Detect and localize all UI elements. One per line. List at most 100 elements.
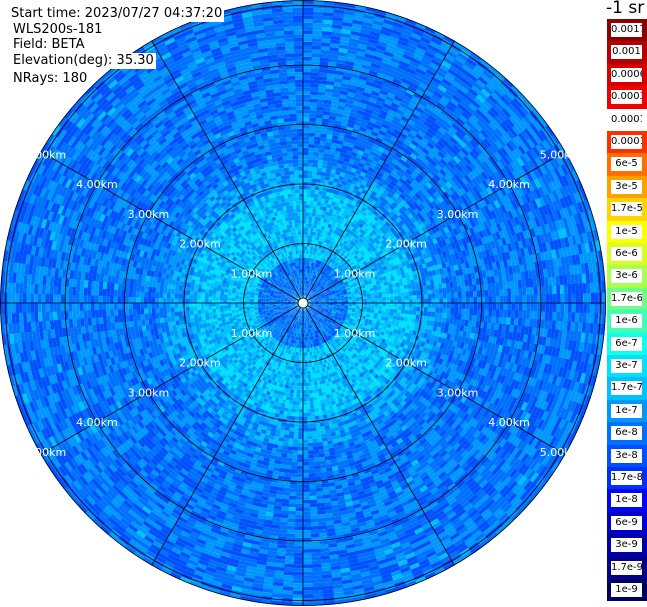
beta-cell xyxy=(309,400,314,405)
beta-cell xyxy=(323,283,327,287)
beta-cell xyxy=(305,313,308,318)
beta-cell xyxy=(297,276,300,281)
beta-cell xyxy=(308,294,312,298)
beta-cell xyxy=(298,292,301,296)
beta-cell xyxy=(301,314,303,319)
beta-cell xyxy=(306,309,308,314)
beta-cell xyxy=(291,293,295,296)
beta-cell xyxy=(294,312,297,316)
beta-cell xyxy=(304,284,306,288)
beta-cell xyxy=(287,272,290,277)
beta-cell xyxy=(317,282,321,287)
beta-cell xyxy=(310,281,313,286)
beta-cell xyxy=(307,284,309,289)
beta-cell xyxy=(316,320,320,325)
beta-cell xyxy=(307,289,310,293)
beta-cell xyxy=(303,287,305,292)
beta-cell xyxy=(292,270,295,275)
beta-cell xyxy=(289,288,293,293)
beta-cell xyxy=(329,303,334,306)
beta-cell xyxy=(309,307,313,310)
beta-cell xyxy=(279,282,284,286)
beta-cell xyxy=(275,288,280,292)
beta-cell xyxy=(281,316,286,320)
beta-cell xyxy=(270,313,275,316)
beta-cell xyxy=(310,301,315,303)
beta-cell xyxy=(276,299,281,301)
beta-cell xyxy=(317,329,320,334)
beta-cell xyxy=(324,285,329,289)
beta-cell xyxy=(277,307,281,310)
beta-cell xyxy=(337,300,341,302)
beta-cell xyxy=(287,317,291,321)
beta-cell xyxy=(298,280,300,285)
beta-cell xyxy=(298,238,302,243)
beta-cell xyxy=(291,301,296,303)
beta-cell xyxy=(316,294,321,297)
beta-cell xyxy=(293,269,296,274)
beta-cell xyxy=(325,307,329,310)
beta-cell xyxy=(292,310,296,314)
beta-cell xyxy=(295,316,298,321)
beta-cell xyxy=(321,296,326,299)
beta-cell xyxy=(242,304,247,308)
beta-cell xyxy=(295,294,299,298)
beta-cell xyxy=(288,305,293,308)
beta-cell xyxy=(293,281,296,286)
beta-cell xyxy=(294,285,297,290)
beta-cell xyxy=(287,301,292,303)
beta-cell xyxy=(307,273,310,278)
beta-cell xyxy=(303,333,306,338)
beta-cell xyxy=(299,397,303,402)
beta-cell xyxy=(329,287,334,290)
beta-cell xyxy=(316,286,320,290)
beta-cell xyxy=(310,300,315,302)
beta-cell xyxy=(315,321,319,325)
beta-cell xyxy=(287,311,292,315)
beta-cell xyxy=(318,290,323,293)
beta-cell xyxy=(300,276,302,281)
beta-cell xyxy=(327,312,332,315)
beta-cell xyxy=(286,281,290,286)
beta-cell xyxy=(305,288,308,293)
beta-cell xyxy=(295,285,298,289)
beta-cell xyxy=(289,271,292,276)
beta-cell xyxy=(270,311,275,314)
beta-cell xyxy=(287,291,291,295)
beta-cell xyxy=(314,300,319,302)
beta-cell xyxy=(297,317,299,322)
beta-cell xyxy=(290,314,294,318)
beta-cell xyxy=(286,324,289,329)
beta-cell xyxy=(303,310,305,315)
beta-cell xyxy=(277,294,282,297)
beta-cell xyxy=(274,319,279,323)
beta-cell xyxy=(284,300,288,302)
beta-cell xyxy=(293,282,296,286)
beta-cell xyxy=(293,291,296,295)
beta-cell xyxy=(307,281,310,285)
beta-cell xyxy=(327,312,332,316)
beta-cell xyxy=(297,227,301,232)
beta-cell xyxy=(331,311,336,314)
beta-cell xyxy=(312,309,316,312)
beta-cell xyxy=(301,310,302,315)
beta-cell xyxy=(305,292,308,297)
beta-cell xyxy=(286,287,290,291)
beta-cell xyxy=(285,307,289,310)
beta-cell xyxy=(306,273,309,277)
beta-cell xyxy=(315,316,319,320)
beta-cell xyxy=(278,292,283,295)
beta-cell xyxy=(200,295,205,300)
beta-cell xyxy=(197,309,202,315)
beta-cell xyxy=(286,294,290,297)
beta-cell xyxy=(321,297,326,300)
beta-cell xyxy=(280,298,285,300)
beta-cell xyxy=(315,311,319,315)
beta-cell xyxy=(298,292,301,297)
beta-cell xyxy=(293,307,297,310)
beta-cell xyxy=(333,305,337,307)
beta-cell xyxy=(299,317,301,322)
beta-cell xyxy=(325,280,330,284)
beta-cell xyxy=(312,331,315,336)
beta-cell xyxy=(310,320,313,325)
